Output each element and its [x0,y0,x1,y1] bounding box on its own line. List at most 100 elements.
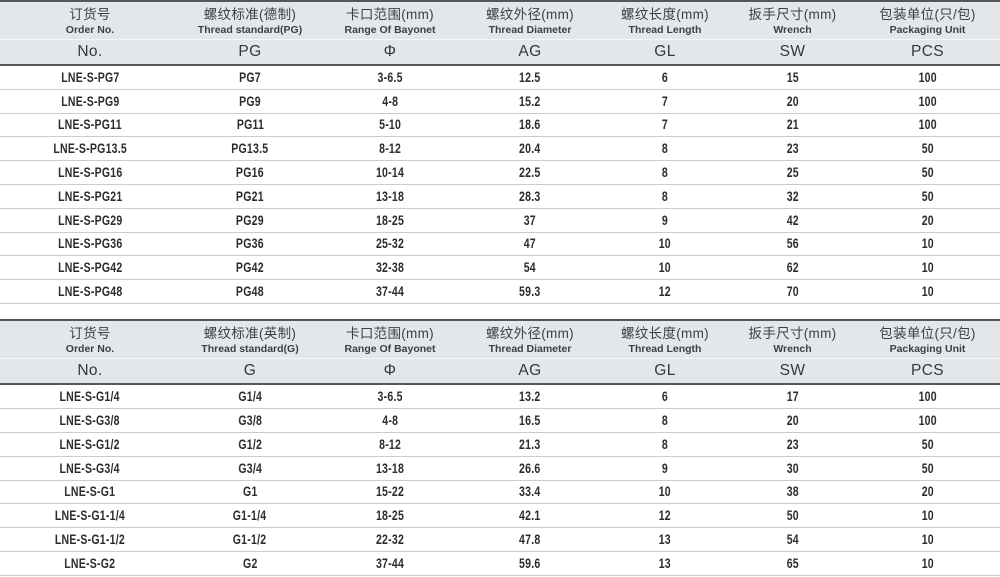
cell-value: 18-25 [375,508,405,524]
cell-value: 9 [661,460,669,476]
table-cell: 70 [730,284,855,299]
cell-value: 15-22 [375,484,405,500]
column-symbol: G [243,361,257,379]
cell-value: 10 [921,260,934,276]
cell-value: PG36 [236,236,264,252]
table-cell: 18.6 [460,117,600,132]
table-row: LNE-S-G3/8 G3/8 4-8 16.5 8 20 100 [0,409,1000,433]
table-cell: 18-25 [320,213,460,228]
table-cell: 18-25 [320,508,460,523]
table-row: LNE-S-PG7 PG7 3-6.5 12.5 6 15 100 [0,66,1000,90]
cell-value: PG13.5 [231,141,269,157]
table-row: LNE-S-G2 G2 37-44 59.6 13 65 10 [0,552,1000,577]
table-cell: 20.4 [460,141,600,156]
table-cell: 33.4 [460,484,600,499]
header-symbols-row: No. G Φ AG GL SW PCS [0,357,1000,383]
table-cell: 100 [855,117,1000,132]
cell-value: 37-44 [375,556,405,572]
table-cell: 15-22 [320,484,460,499]
table-cell: 10 [855,284,1000,299]
column-header: 包装单位(只/包) Packaging Unit [855,5,1000,36]
cell-value: PG29 [236,212,264,228]
header-labels-row: 订货号 Order No. 螺纹标准(德制) Thread standard(P… [0,2,1000,39]
cell-value: PG16 [236,165,264,181]
table-cell: 37-44 [320,284,460,299]
column-header-en: Packaging Unit [889,342,966,355]
table-cell: 8 [600,165,730,180]
column-symbol: PCS [910,361,945,379]
cell-value: LNE-S-G1-1/4 [54,508,126,524]
cell-value: 33.4 [519,484,541,500]
table-cell: 16.5 [460,413,600,428]
cell-value: 56 [786,236,799,252]
column-header-en: Thread standard(PG) [197,23,303,36]
table-cell: LNE-S-G3/8 [0,413,180,428]
cell-value: 100 [918,412,937,428]
cell-value: 42 [786,212,799,228]
table-cell: 20 [730,413,855,428]
table-cell: 3-6.5 [320,70,460,85]
cell-value: 7 [661,117,669,133]
cell-value: 100 [918,93,937,109]
table-cell: 59.3 [460,284,600,299]
table-cell: PG9 [180,94,320,109]
cell-value: 21 [786,117,799,133]
cell-value: 20.4 [519,141,541,157]
column-header-en: Range Of Bayonet [344,23,436,36]
table-cell: 50 [855,189,1000,204]
table-cell: 8-12 [320,141,460,156]
column-header-en: Wrench [773,23,812,36]
table-cell: 15.2 [460,94,600,109]
column-header-zh: 包装单位(只/包) [879,325,976,341]
table-cell: 59.6 [460,556,600,571]
cell-value: 8 [661,436,669,452]
cell-value: 10 [921,556,934,572]
table-cell: 17 [730,389,855,404]
table-cell: 3-6.5 [320,389,460,404]
table-cell: PG16 [180,165,320,180]
cell-value: G2 [242,556,258,572]
cell-value: 50 [786,508,799,524]
cell-value: 42.1 [519,508,541,524]
cell-value: 18.6 [519,117,541,133]
cell-value: 20 [921,484,934,500]
cell-value: 38 [786,484,799,500]
table-cell: 62 [730,260,855,275]
table-cell: 30 [730,461,855,476]
cell-value: 50 [921,165,934,181]
table-cell: LNE-S-PG9 [0,94,180,109]
cell-value: 3-6.5 [377,69,403,85]
table-row: LNE-S-PG9 PG9 4-8 15.2 7 20 100 [0,90,1000,114]
cell-value: 10 [658,236,672,252]
cell-value: 65 [786,556,799,572]
cell-value: 59.6 [519,556,541,572]
cell-value: 8-12 [378,141,402,157]
table-cell: G1 [180,484,320,499]
table-cell: 4-8 [320,94,460,109]
cell-value: LNE-S-PG16 [57,165,123,181]
table-cell: 50 [730,508,855,523]
table-cell: 50 [855,165,1000,180]
table-cell: 9 [600,213,730,228]
table-row: LNE-S-PG13.5 PG13.5 8-12 20.4 8 23 50 [0,137,1000,162]
table-cell: 20 [730,94,855,109]
table-cell: LNE-S-G2 [0,556,180,571]
table-cell: PG11 [180,117,320,132]
cell-value: G1/2 [238,436,262,452]
cell-value: LNE-S-PG21 [57,188,123,204]
cell-value: 5-10 [378,117,402,133]
cell-value: LNE-S-G3/4 [59,460,121,476]
cell-value: 70 [786,284,799,300]
table-cell: 7 [600,94,730,109]
cell-value: 13.2 [519,388,541,404]
cell-value: 54 [786,532,799,548]
cell-value: 4-8 [382,93,398,109]
table-row: LNE-S-PG29 PG29 18-25 37 9 42 20 [0,209,1000,233]
table-cell: 54 [730,532,855,547]
column-symbol: GL [654,361,676,379]
cell-value: PG42 [236,260,264,276]
cell-value: 12 [658,284,672,300]
cell-value: 6 [661,69,669,85]
cell-value: LNE-S-G3/8 [59,412,121,428]
cell-value: 100 [918,388,937,404]
